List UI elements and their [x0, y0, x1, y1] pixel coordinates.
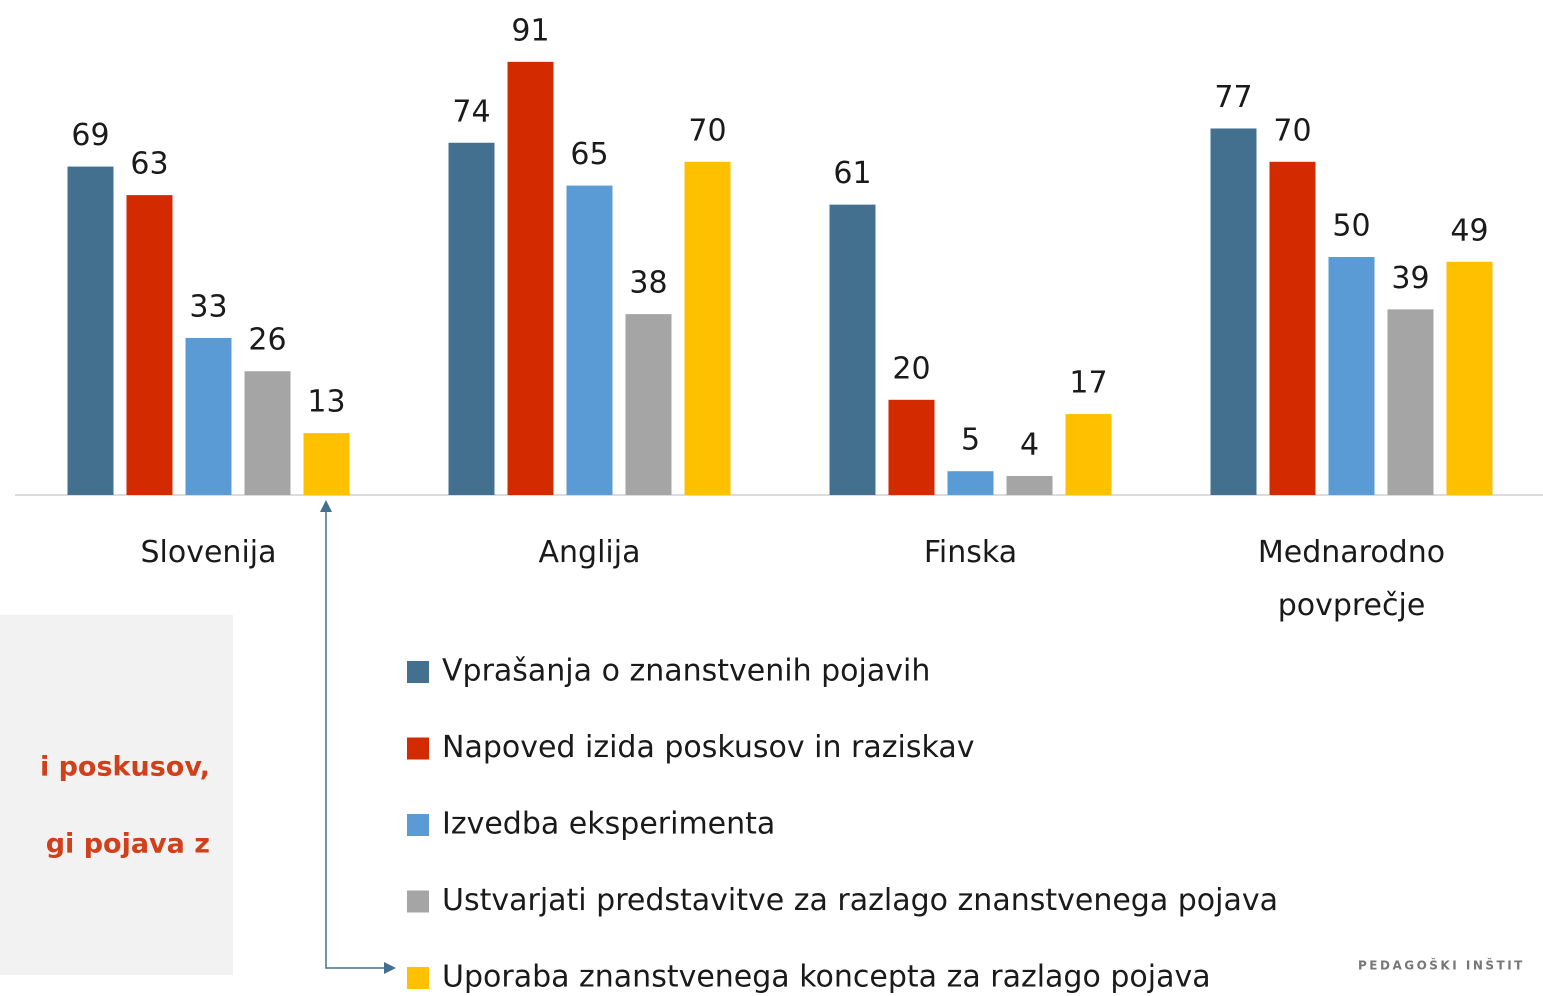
- data-label: 70: [688, 113, 726, 148]
- legend-swatch: [407, 737, 429, 760]
- legend-label: Ustvarjati predstavitve za razlago znans…: [442, 883, 1278, 918]
- bar: [448, 142, 495, 495]
- legend-swatch: [407, 661, 429, 683]
- bar: [126, 195, 173, 495]
- x-tick-label: Finska: [923, 535, 1018, 570]
- data-label: 38: [629, 266, 667, 301]
- bar: [1328, 257, 1375, 495]
- bar: [507, 61, 554, 496]
- bar: [888, 399, 935, 495]
- data-label: 69: [71, 118, 109, 153]
- bar: [1065, 414, 1112, 495]
- data-label: 26: [248, 323, 286, 358]
- data-label: 74: [452, 94, 490, 129]
- data-label: 50: [1332, 209, 1370, 244]
- legend-swatch: [407, 890, 429, 913]
- data-label: 77: [1214, 80, 1252, 115]
- data-label: 13: [307, 385, 345, 420]
- bar: [625, 314, 672, 495]
- bar: [1006, 475, 1053, 495]
- data-label: 17: [1069, 366, 1107, 401]
- legend-label: Izvedba eksperimenta: [442, 807, 775, 842]
- bar: [303, 433, 350, 495]
- arrow-line: [325, 510, 385, 969]
- legend-swatch: [407, 967, 429, 989]
- bar: [67, 166, 114, 495]
- bar: [244, 371, 291, 495]
- x-tick-label: Slovenija: [140, 535, 277, 570]
- logo-text: PEDAGOŠKI INŠTIT: [1358, 958, 1525, 973]
- x-tick-label: Anglija: [538, 535, 641, 570]
- data-label: 33: [189, 289, 227, 324]
- arrow-head: [320, 500, 332, 512]
- data-label: 91: [511, 13, 549, 48]
- data-label: 65: [570, 137, 608, 172]
- bar: [829, 204, 876, 495]
- bar: [947, 471, 994, 495]
- bar: [1210, 128, 1257, 496]
- annotation: gi pojava z: [46, 829, 210, 860]
- data-label: 49: [1450, 213, 1488, 248]
- data-label: 20: [892, 351, 930, 386]
- legend-label: Vprašanja o znanstvenih pojavih: [442, 654, 930, 689]
- annotation: i poskusov,: [40, 752, 210, 783]
- x-tick-label: Mednarodno povprečje: [1257, 535, 1446, 623]
- bar: [684, 161, 731, 496]
- data-label: 70: [1273, 113, 1311, 148]
- data-label: 5: [961, 423, 980, 458]
- bar: [566, 185, 613, 495]
- side-box: [0, 615, 233, 975]
- bar: [1269, 161, 1316, 496]
- bar: [185, 337, 232, 495]
- data-label: 39: [1391, 261, 1429, 296]
- arrow-head: [384, 962, 396, 974]
- legend-label: Napoved izida poskusov in raziskav: [442, 730, 974, 765]
- bar: [1387, 309, 1434, 495]
- legend-label: Uporaba znanstvenega koncepta za razlago…: [442, 960, 1211, 995]
- data-label: 61: [833, 156, 871, 191]
- data-label: 4: [1020, 427, 1039, 462]
- legend-swatch: [407, 814, 429, 836]
- data-label: 63: [130, 147, 168, 182]
- bar: [1446, 261, 1493, 495]
